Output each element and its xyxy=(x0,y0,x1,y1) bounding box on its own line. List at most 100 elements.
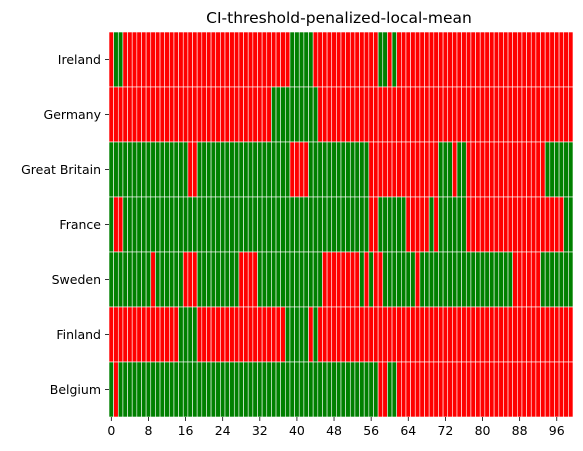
cell-ireland-6 xyxy=(136,31,142,88)
cell-france-30 xyxy=(247,196,254,253)
cell-belgium-7 xyxy=(141,361,147,418)
cell-belgium-73 xyxy=(447,361,453,418)
cell-sweden-16 xyxy=(182,251,189,308)
cell-great-britain-87 xyxy=(512,141,518,198)
cell-germany-17 xyxy=(187,86,193,143)
cell-finland-29 xyxy=(243,306,249,363)
cell-finland-18 xyxy=(192,306,198,363)
cell-france-68 xyxy=(424,196,430,253)
cell-sweden-20 xyxy=(201,251,207,308)
cell-france-81 xyxy=(484,196,490,253)
cell-france-54 xyxy=(359,196,365,253)
cell-finland-1 xyxy=(113,306,119,363)
cell-sweden-26 xyxy=(229,251,235,308)
cell-germany-22 xyxy=(210,86,217,143)
cell-ireland-13 xyxy=(169,31,175,88)
cell-germany-10 xyxy=(155,86,161,143)
cell-finland-2 xyxy=(117,306,124,363)
cell-ireland-24 xyxy=(220,31,226,88)
cell-ireland-1 xyxy=(113,31,119,88)
cell-great-britain-3 xyxy=(122,141,128,198)
cell-finland-96 xyxy=(554,306,560,363)
cell-germany-89 xyxy=(521,86,527,143)
cell-germany-20 xyxy=(201,86,207,143)
cell-ireland-66 xyxy=(414,31,421,88)
cell-sweden-66 xyxy=(414,251,421,308)
cell-germany-64 xyxy=(405,86,411,143)
cell-france-80 xyxy=(479,196,486,253)
cell-great-britain-44 xyxy=(312,141,319,198)
cell-ireland-38 xyxy=(285,31,291,88)
cell-ireland-96 xyxy=(554,31,560,88)
cell-great-britain-51 xyxy=(345,141,351,198)
cell-germany-78 xyxy=(470,86,476,143)
cell-france-34 xyxy=(266,196,272,253)
cell-finland-25 xyxy=(224,306,230,363)
cell-ireland-50 xyxy=(340,31,346,88)
cell-france-66 xyxy=(414,196,421,253)
y-tick-label-germany: Germany xyxy=(44,107,102,122)
cell-sweden-39 xyxy=(289,251,295,308)
cell-sweden-82 xyxy=(489,251,495,308)
cell-france-12 xyxy=(164,196,170,253)
cell-belgium-20 xyxy=(201,361,207,418)
cell-great-britain-90 xyxy=(526,141,532,198)
cell-france-3 xyxy=(122,196,128,253)
cell-germany-38 xyxy=(285,86,291,143)
cell-germany-48 xyxy=(331,86,337,143)
cell-great-britain-38 xyxy=(285,141,291,198)
cell-ireland-8 xyxy=(145,31,152,88)
cell-germany-68 xyxy=(424,86,430,143)
cell-sweden-70 xyxy=(433,251,439,308)
cell-france-20 xyxy=(201,196,207,253)
cell-germany-94 xyxy=(544,86,551,143)
cell-ireland-53 xyxy=(354,31,360,88)
cell-great-britain-47 xyxy=(326,141,333,198)
cell-ireland-48 xyxy=(331,31,337,88)
cell-great-britain-11 xyxy=(159,141,165,198)
cell-sweden-9 xyxy=(150,251,156,308)
cell-finland-80 xyxy=(479,306,486,363)
cell-great-britain-64 xyxy=(405,141,411,198)
cell-finland-85 xyxy=(503,306,509,363)
cell-belgium-91 xyxy=(530,361,537,418)
cell-great-britain-80 xyxy=(479,141,486,198)
cell-sweden-57 xyxy=(373,251,379,308)
cell-belgium-75 xyxy=(456,361,462,418)
cell-belgium-5 xyxy=(131,361,138,418)
cell-sweden-21 xyxy=(206,251,212,308)
cell-finland-86 xyxy=(507,306,513,363)
cell-france-82 xyxy=(489,196,495,253)
cell-france-43 xyxy=(308,196,314,253)
cell-ireland-11 xyxy=(159,31,165,88)
cell-sweden-12 xyxy=(164,251,170,308)
cell-belgium-10 xyxy=(155,361,161,418)
y-tick-label-sweden: Sweden xyxy=(52,272,101,287)
cell-sweden-3 xyxy=(122,251,128,308)
cell-ireland-49 xyxy=(336,31,342,88)
cell-belgium-95 xyxy=(549,361,555,418)
cell-france-24 xyxy=(220,196,226,253)
cell-belgium-40 xyxy=(294,361,300,418)
cell-sweden-60 xyxy=(387,251,393,308)
cell-finland-11 xyxy=(159,306,165,363)
cell-germany-83 xyxy=(493,86,500,143)
cell-france-6 xyxy=(136,196,142,253)
cell-finland-74 xyxy=(452,306,458,363)
cell-belgium-66 xyxy=(414,361,421,418)
cell-france-94 xyxy=(544,196,551,253)
cell-germany-74 xyxy=(452,86,458,143)
cell-sweden-97 xyxy=(558,251,565,308)
cell-france-21 xyxy=(206,196,212,253)
cell-great-britain-77 xyxy=(465,141,472,198)
cell-germany-92 xyxy=(535,86,541,143)
cell-france-22 xyxy=(210,196,217,253)
cell-france-77 xyxy=(465,196,472,253)
cell-france-61 xyxy=(391,196,397,253)
cell-ireland-70 xyxy=(433,31,439,88)
cell-ireland-67 xyxy=(419,31,425,88)
cell-germany-80 xyxy=(479,86,486,143)
cell-great-britain-62 xyxy=(396,141,402,198)
